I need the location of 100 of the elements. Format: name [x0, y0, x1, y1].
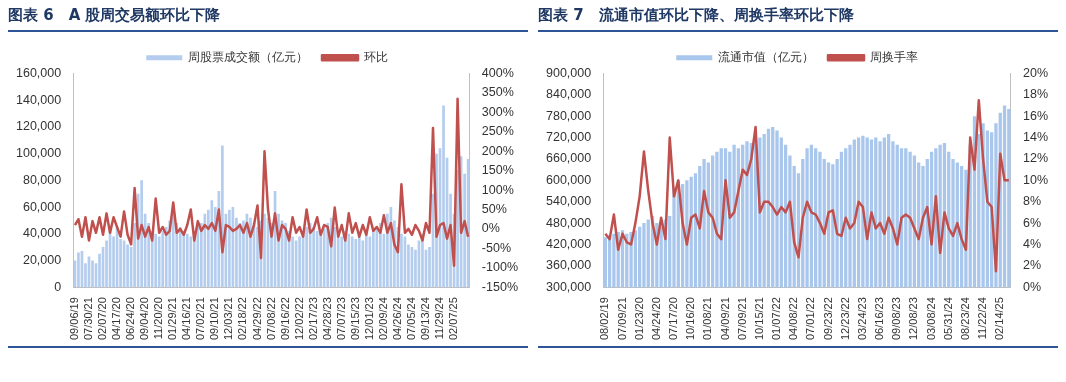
y2-tick-label: 0%	[1022, 279, 1042, 294]
y2-tick-label: 200%	[481, 143, 514, 158]
y2-tick-label: 4%	[1022, 236, 1042, 251]
y-tick-label: 120,000	[16, 119, 62, 134]
x-tick-label: 02/18/22	[236, 297, 249, 341]
y-tick-label: 480,000	[546, 215, 592, 230]
x-tick-label: 07/09/21	[615, 297, 628, 341]
y-tick-label: 360,000	[546, 258, 592, 273]
x-tick-label: 07/17/20	[667, 297, 680, 341]
x-tick-label: 11/20/20	[152, 297, 165, 340]
x-tick-label: 12/01/23	[362, 297, 375, 341]
y-tick-label: 160,000	[16, 65, 62, 80]
x-tick-label: 04/09/21	[718, 297, 731, 341]
y-tick-label: 660,000	[546, 151, 592, 166]
chart-title: 图表 7 流通市值环比下降、周换手率环比下降	[538, 4, 1058, 32]
x-tick-label: 07/01/22	[804, 297, 817, 341]
y2-tick-label: 18%	[1022, 87, 1049, 102]
x-tick-label: 02/07/20	[96, 297, 109, 341]
y2-tick-label: 14%	[1022, 130, 1049, 145]
y-tick-label: 420,000	[546, 236, 592, 251]
x-tick-label: 04/28/23	[320, 297, 333, 341]
x-tick-label: 12/03/21	[222, 297, 235, 341]
x-tick-label: 09/15/23	[348, 297, 361, 341]
y2-tick-label: 50%	[481, 201, 507, 216]
y2-tick-label: 400%	[481, 65, 514, 80]
x-tick-label: 01/29/21	[166, 297, 179, 341]
x-tick-label: 10/16/20	[684, 297, 697, 341]
y-tick-label: 540,000	[546, 194, 592, 209]
y2-tick-label: 350%	[481, 85, 514, 100]
y2-tick-label: -100%	[481, 260, 519, 275]
legend-label: 流通市值（亿元）	[718, 49, 814, 64]
x-tick-label: 04/24/20	[649, 297, 662, 341]
x-tick-label: 09/08/23	[890, 297, 903, 341]
x-tick-label: 04/16/21	[180, 297, 193, 341]
x-tick-label: 08/23/24	[958, 297, 971, 341]
x-tick-label: 02/14/25	[993, 297, 1006, 341]
x-tick-label: 07/05/24	[404, 297, 417, 341]
y2-tick-label: 8%	[1022, 194, 1042, 209]
y2-tick-label: 2%	[1022, 258, 1042, 273]
x-tick-label: 02/17/23	[306, 297, 319, 341]
x-tick-label: 08/02/19	[598, 297, 611, 341]
x-tick-label: 11/22/24	[976, 297, 989, 340]
y2-tick-label: 150%	[481, 163, 514, 178]
y-tick-label: 780,000	[546, 108, 592, 123]
x-tick-label: 03/08/24	[924, 297, 937, 341]
x-tick-label: 07/30/21	[82, 297, 95, 341]
y-tick-label: 140,000	[16, 92, 62, 107]
x-tick-label: 07/09/21	[735, 297, 748, 341]
y-tick-label: 0	[54, 279, 62, 294]
y2-tick-label: 16%	[1022, 108, 1049, 123]
y2-tick-label: -50%	[481, 240, 512, 255]
x-tick-label: 12/02/22	[292, 297, 305, 341]
legend-label: 周换手率	[869, 49, 918, 64]
x-tick-label: 03/24/23	[855, 297, 868, 341]
x-tick-label: 01/07/22	[770, 297, 783, 341]
x-tick-label: 04/29/22	[250, 297, 263, 341]
y-tick-label: 600,000	[546, 172, 592, 187]
y-tick-label: 300,000	[546, 279, 592, 294]
y-tick-label: 840,000	[546, 87, 592, 102]
y2-tick-label: -150%	[481, 279, 519, 294]
x-tick-label: 02/09/24	[376, 297, 389, 341]
x-tick-label: 06/24/20	[124, 297, 137, 341]
x-tick-label: 04/08/22	[787, 297, 800, 341]
x-tick-label: 09/16/22	[278, 297, 291, 341]
legend-label: 周股票成交额（亿元）	[188, 49, 308, 64]
y-tick-label: 100,000	[16, 146, 62, 161]
y2-tick-label: 300%	[481, 104, 514, 119]
x-tick-label: 12/08/23	[907, 297, 920, 341]
x-tick-label: 09/13/24	[419, 297, 432, 341]
x-tick-label: 09/06/19	[67, 297, 80, 341]
x-tick-label: 07/08/22	[264, 297, 277, 341]
y2-tick-label: 10%	[1022, 172, 1049, 187]
chart-title: 图表 6 A 股周交易额环比下降	[8, 4, 528, 32]
y2-tick-label: 20%	[1022, 65, 1049, 80]
x-tick-label: 10/15/21	[752, 297, 765, 341]
x-tick-label: 04/26/24	[390, 297, 403, 341]
y-tick-label: 20,000	[22, 252, 62, 267]
x-tick-label: 01/23/20	[632, 297, 645, 341]
x-tick-label: 09/04/20	[138, 297, 151, 341]
y2-tick-label: 6%	[1022, 215, 1042, 230]
x-tick-label: 04/17/20	[110, 297, 123, 341]
x-tick-label: 07/07/23	[334, 297, 347, 341]
y-tick-label: 40,000	[22, 226, 62, 241]
y2-tick-label: 0%	[481, 221, 500, 236]
y-tick-label: 60,000	[22, 199, 62, 214]
x-tick-label: 09/23/22	[821, 297, 834, 341]
y2-tick-label: 12%	[1022, 151, 1049, 166]
legend-label: 环比	[363, 49, 388, 64]
x-tick-label: 01/08/21	[701, 297, 714, 341]
y-tick-label: 80,000	[22, 172, 62, 187]
y-tick-label: 720,000	[546, 130, 592, 145]
y-tick-label: 900,000	[546, 65, 592, 80]
x-tick-label: 06/16/23	[873, 297, 886, 341]
x-tick-label: 12/23/22	[838, 297, 851, 341]
x-tick-label: 07/02/21	[194, 297, 207, 341]
x-tick-label: 09/10/21	[208, 297, 221, 341]
y2-tick-label: 100%	[481, 182, 514, 197]
x-tick-label: 11/29/24	[433, 297, 446, 340]
x-tick-label: 02/07/25	[447, 297, 460, 341]
y2-tick-label: 250%	[481, 124, 514, 139]
